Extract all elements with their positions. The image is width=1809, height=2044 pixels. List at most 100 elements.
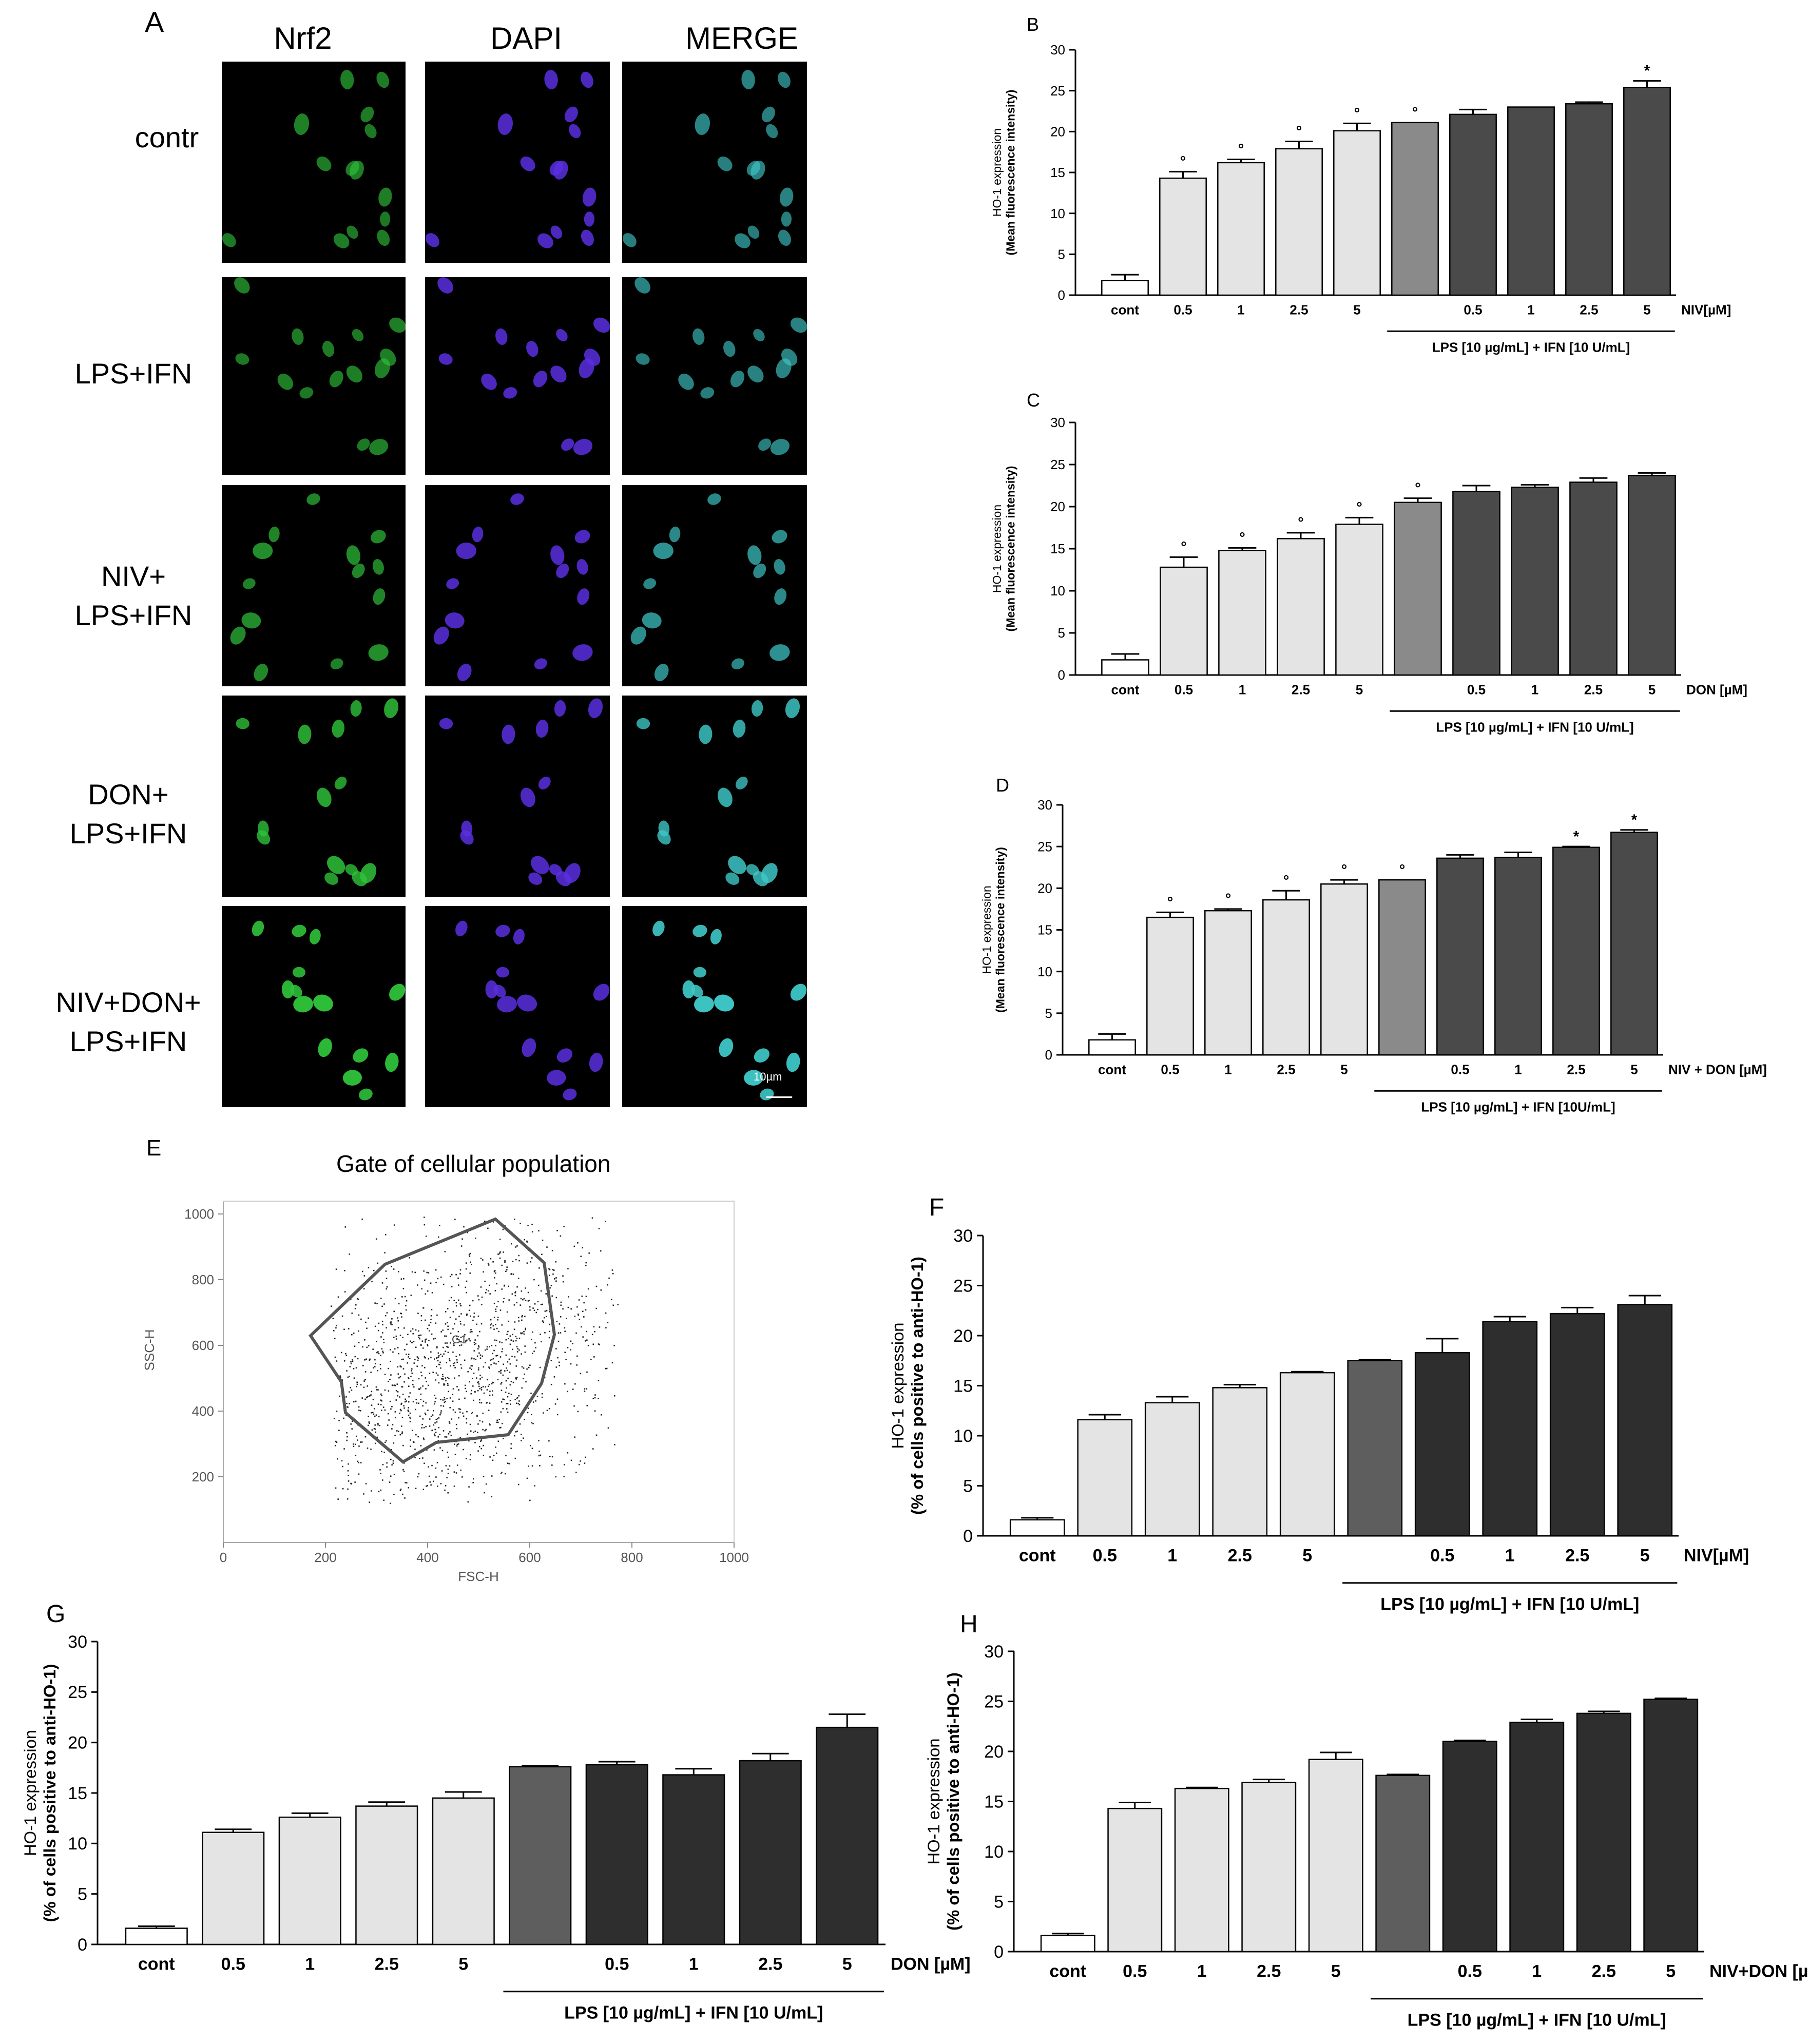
event-dot bbox=[394, 1384, 396, 1386]
event-dot bbox=[529, 1306, 531, 1308]
event-dot bbox=[426, 1381, 427, 1382]
event-dot bbox=[537, 1284, 540, 1286]
event-dot bbox=[356, 1381, 358, 1383]
x-tick-label: 0.5 bbox=[1123, 1961, 1147, 1981]
cell-nucleus bbox=[553, 161, 568, 180]
event-dot bbox=[557, 1332, 560, 1334]
cell-nucleus bbox=[364, 124, 377, 139]
x-tick-label: 5 bbox=[458, 1954, 468, 1974]
cell-nucleus bbox=[384, 698, 399, 719]
cell-nucleus bbox=[643, 578, 657, 589]
event-dot bbox=[613, 1395, 615, 1397]
event-dot bbox=[499, 1252, 501, 1254]
event-dot bbox=[440, 1412, 442, 1414]
cell-nucleus bbox=[253, 543, 273, 560]
event-dot bbox=[427, 1345, 429, 1346]
event-dot bbox=[369, 1395, 371, 1397]
event-dot bbox=[406, 1300, 408, 1302]
event-dot bbox=[500, 1383, 502, 1385]
bar bbox=[1378, 879, 1426, 1056]
event-dot bbox=[448, 1391, 450, 1393]
event-dot bbox=[343, 1417, 344, 1419]
event-dot bbox=[386, 1286, 388, 1288]
event-dot bbox=[386, 1466, 388, 1468]
cell-nucleus bbox=[588, 698, 603, 719]
event-dot bbox=[331, 1305, 332, 1307]
event-dot bbox=[546, 1316, 547, 1318]
event-dot bbox=[430, 1318, 432, 1320]
bar bbox=[1565, 103, 1613, 296]
event-dot bbox=[495, 1344, 496, 1346]
event-dot bbox=[444, 1399, 446, 1401]
event-dot bbox=[419, 1415, 421, 1417]
bar bbox=[1549, 1313, 1605, 1537]
event-dot bbox=[415, 1434, 417, 1436]
y-tick-label: 0 bbox=[78, 1935, 87, 1955]
event-dot bbox=[491, 1496, 493, 1498]
event-dot bbox=[402, 1493, 403, 1495]
event-dot bbox=[380, 1393, 382, 1395]
event-dot bbox=[364, 1339, 365, 1341]
event-dot bbox=[400, 1366, 402, 1368]
event-dot bbox=[514, 1356, 516, 1358]
y-tick-label: 25 bbox=[1037, 839, 1052, 854]
event-dot bbox=[553, 1269, 555, 1271]
event-dot bbox=[612, 1304, 614, 1306]
event-dot bbox=[524, 1345, 526, 1347]
cell-nucleus bbox=[549, 864, 562, 876]
event-dot bbox=[506, 1408, 508, 1410]
bar bbox=[1610, 832, 1658, 1056]
event-dot bbox=[456, 1338, 458, 1339]
event-dot bbox=[459, 1273, 461, 1275]
event-dot bbox=[501, 1351, 503, 1353]
event-dot bbox=[339, 1375, 341, 1377]
event-dot bbox=[521, 1319, 523, 1321]
cell-nucleus bbox=[352, 563, 365, 579]
event-dot bbox=[390, 1361, 391, 1362]
event-dot bbox=[460, 1364, 462, 1365]
event-dot bbox=[411, 1372, 413, 1374]
event-dot bbox=[486, 1402, 488, 1403]
event-dot bbox=[457, 1284, 459, 1286]
cell-nucleus bbox=[577, 588, 590, 605]
event-dot bbox=[377, 1370, 379, 1372]
event-dot bbox=[487, 1385, 489, 1387]
event-dot bbox=[404, 1349, 406, 1351]
cell-nucleus bbox=[779, 187, 794, 207]
cell-nucleus bbox=[753, 329, 765, 341]
event-dot bbox=[560, 1304, 562, 1306]
event-dot bbox=[499, 1370, 502, 1372]
bar bbox=[1241, 1782, 1297, 1953]
event-dot bbox=[335, 1487, 337, 1489]
event-dot bbox=[483, 1271, 485, 1273]
event-dot bbox=[517, 1483, 519, 1486]
y-tick-label: 25 bbox=[68, 1683, 87, 1702]
event-dot bbox=[574, 1436, 575, 1438]
event-dot bbox=[488, 1366, 490, 1368]
event-dot bbox=[376, 1352, 378, 1354]
event-dot bbox=[440, 1367, 441, 1369]
micrograph-image bbox=[652, 920, 807, 1101]
event-dot bbox=[442, 1376, 444, 1377]
event-dot bbox=[469, 1340, 471, 1342]
event-dot bbox=[442, 1378, 444, 1380]
event-dot bbox=[429, 1481, 431, 1483]
cell-nucleus bbox=[531, 856, 549, 874]
event-dot bbox=[464, 1334, 466, 1336]
significance-mark: ° bbox=[1239, 530, 1245, 547]
cell-nucleus bbox=[669, 526, 681, 543]
event-dot bbox=[605, 1327, 607, 1328]
event-dot bbox=[374, 1366, 376, 1367]
event-dot bbox=[447, 1346, 449, 1348]
cell-nucleus bbox=[293, 996, 313, 1013]
micrograph-tile bbox=[425, 906, 610, 1107]
event-dot bbox=[358, 1445, 360, 1447]
event-dot bbox=[458, 1389, 460, 1391]
event-dot bbox=[415, 1346, 417, 1348]
event-dot bbox=[484, 1492, 485, 1494]
event-dot bbox=[402, 1444, 404, 1447]
event-dot bbox=[408, 1354, 410, 1355]
event-dot bbox=[381, 1451, 382, 1453]
event-dot bbox=[352, 1420, 353, 1422]
event-dot bbox=[574, 1316, 576, 1317]
